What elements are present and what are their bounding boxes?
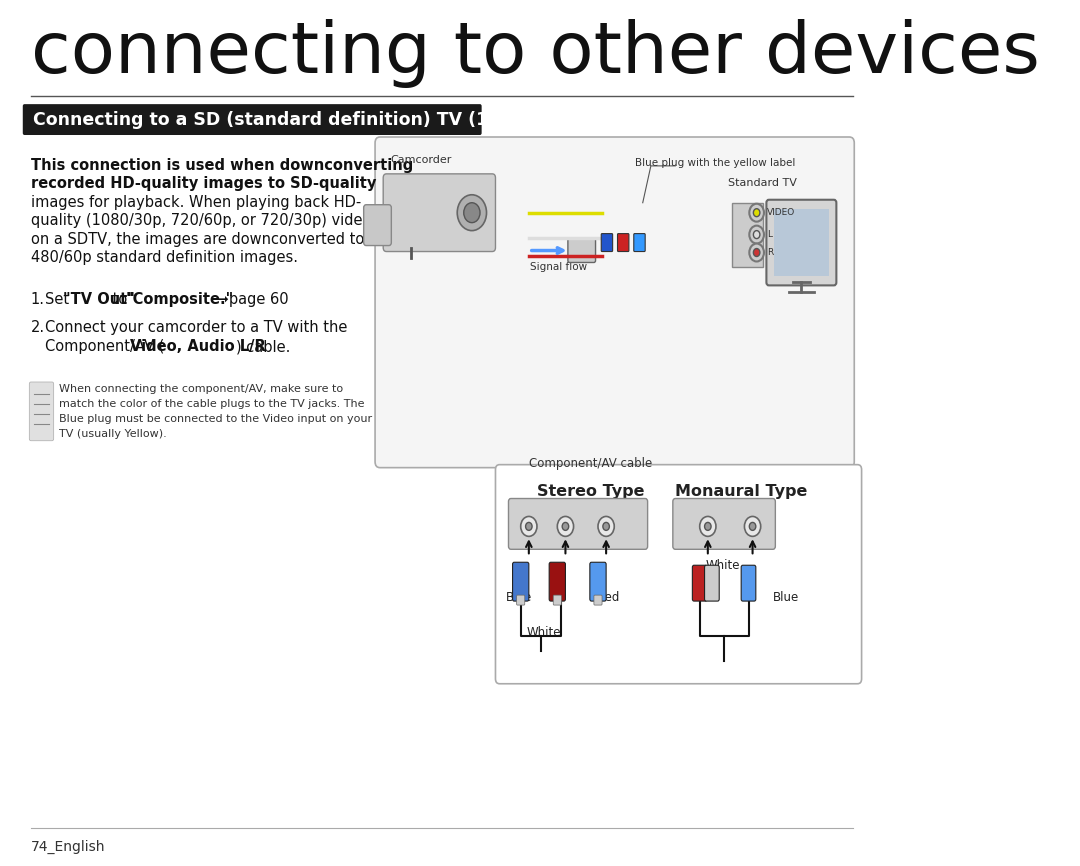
- Text: Component/AV cable: Component/AV cable: [529, 456, 652, 469]
- Text: Camcorder: Camcorder: [391, 155, 451, 165]
- FancyBboxPatch shape: [375, 137, 854, 468]
- Circle shape: [457, 195, 486, 230]
- FancyBboxPatch shape: [29, 382, 54, 441]
- FancyBboxPatch shape: [767, 200, 836, 286]
- Text: match the color of the cable plugs to the TV jacks. The: match the color of the cable plugs to th…: [58, 399, 364, 409]
- FancyBboxPatch shape: [692, 565, 707, 601]
- FancyBboxPatch shape: [594, 595, 602, 605]
- FancyBboxPatch shape: [773, 209, 829, 276]
- Text: images for playback. When playing back HD-: images for playback. When playing back H…: [31, 195, 361, 210]
- Circle shape: [754, 209, 760, 216]
- Text: L: L: [767, 230, 772, 239]
- FancyBboxPatch shape: [364, 204, 391, 246]
- FancyBboxPatch shape: [513, 562, 529, 601]
- Text: VIDEO: VIDEO: [767, 208, 796, 217]
- Circle shape: [526, 522, 532, 530]
- Circle shape: [521, 516, 537, 536]
- Text: ➞page 60: ➞page 60: [212, 293, 288, 307]
- FancyBboxPatch shape: [741, 565, 756, 601]
- Circle shape: [704, 522, 711, 530]
- Text: Blue plug must be connected to the Video input on your: Blue plug must be connected to the Video…: [58, 414, 372, 423]
- Text: Connecting to a SD (standard definition) TV (16:9/4:3): Connecting to a SD (standard definition)…: [32, 111, 565, 128]
- Text: Blue plug with the yellow label: Blue plug with the yellow label: [635, 158, 795, 168]
- FancyBboxPatch shape: [732, 203, 764, 268]
- Circle shape: [603, 522, 609, 530]
- Text: Red: Red: [598, 591, 620, 604]
- FancyBboxPatch shape: [590, 562, 606, 601]
- Text: Standard TV: Standard TV: [728, 178, 797, 188]
- Text: "TV Out": "TV Out": [64, 293, 135, 307]
- FancyBboxPatch shape: [553, 595, 562, 605]
- Text: 1.: 1.: [31, 293, 45, 307]
- Circle shape: [754, 249, 760, 256]
- Text: TV (usually Yellow).: TV (usually Yellow).: [58, 429, 166, 439]
- FancyBboxPatch shape: [618, 234, 629, 251]
- Circle shape: [598, 516, 615, 536]
- Text: VIDEO: VIDEO: [592, 503, 624, 513]
- Text: This connection is used when downconverting: This connection is used when downconvert…: [31, 158, 414, 173]
- Circle shape: [557, 516, 573, 536]
- Text: on a SDTV, the images are downconverted to: on a SDTV, the images are downconverted …: [31, 231, 364, 247]
- Circle shape: [700, 516, 716, 536]
- Text: R: R: [549, 521, 556, 532]
- Text: R: R: [767, 248, 773, 257]
- Text: ) cable.: ) cable.: [235, 339, 291, 354]
- FancyBboxPatch shape: [673, 499, 775, 549]
- FancyBboxPatch shape: [383, 174, 496, 251]
- FancyBboxPatch shape: [23, 104, 482, 135]
- Text: "Composite.": "Composite.": [126, 293, 234, 307]
- Text: White: White: [526, 626, 561, 639]
- Circle shape: [750, 243, 764, 262]
- Text: Video, Audio L/R: Video, Audio L/R: [131, 339, 266, 354]
- FancyBboxPatch shape: [568, 238, 595, 262]
- FancyBboxPatch shape: [634, 234, 645, 251]
- Circle shape: [750, 204, 764, 222]
- Text: Blue: Blue: [507, 591, 532, 604]
- FancyBboxPatch shape: [516, 595, 525, 605]
- Text: Component/AV (: Component/AV (: [44, 339, 164, 354]
- Text: Blue: Blue: [773, 591, 799, 604]
- Text: 2.: 2.: [31, 320, 45, 335]
- FancyBboxPatch shape: [602, 234, 612, 251]
- Text: Signal flow: Signal flow: [530, 262, 588, 273]
- Circle shape: [563, 522, 569, 530]
- Text: to: to: [108, 293, 132, 307]
- Circle shape: [463, 203, 480, 223]
- Text: connecting to other devices: connecting to other devices: [31, 19, 1040, 88]
- Text: AUDIO: AUDIO: [545, 503, 578, 513]
- Text: recorded HD-quality images to SD-quality: recorded HD-quality images to SD-quality: [31, 177, 376, 191]
- FancyBboxPatch shape: [704, 565, 719, 601]
- Text: VIDEO: VIDEO: [733, 503, 766, 513]
- Text: When connecting the component/AV, make sure to: When connecting the component/AV, make s…: [58, 384, 342, 394]
- Text: 480/60p standard definition images.: 480/60p standard definition images.: [31, 250, 298, 265]
- Circle shape: [744, 516, 760, 536]
- Text: Set: Set: [44, 293, 73, 307]
- Text: 74_English: 74_English: [31, 840, 106, 854]
- FancyBboxPatch shape: [496, 465, 862, 684]
- FancyBboxPatch shape: [549, 562, 566, 601]
- Text: L: L: [514, 521, 519, 532]
- Text: Connect your camcorder to a TV with the: Connect your camcorder to a TV with the: [44, 320, 347, 335]
- FancyBboxPatch shape: [509, 499, 648, 549]
- Text: AUDIO: AUDIO: [690, 503, 723, 513]
- Circle shape: [750, 522, 756, 530]
- Text: Monaural Type: Monaural Type: [675, 483, 808, 499]
- Circle shape: [750, 226, 764, 243]
- Circle shape: [754, 230, 760, 238]
- Text: quality (1080/30p, 720/60p, or 720/30p) videos: quality (1080/30p, 720/60p, or 720/30p) …: [31, 213, 379, 228]
- Text: Stereo Type: Stereo Type: [537, 483, 645, 499]
- Text: White: White: [705, 559, 740, 572]
